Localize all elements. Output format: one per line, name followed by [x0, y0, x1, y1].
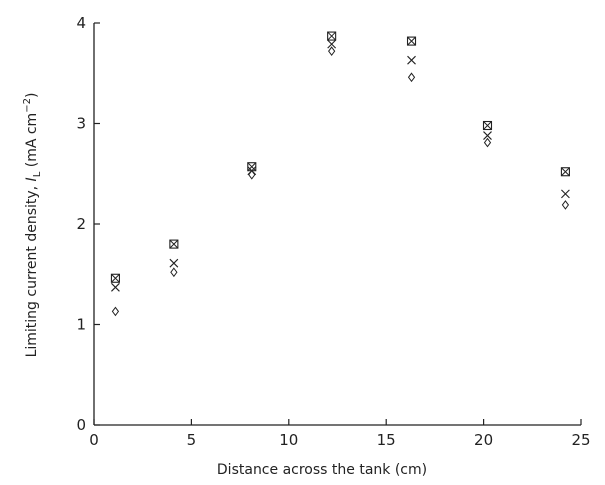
- diamond-point: [170, 267, 178, 278]
- x-tick-label: 25: [571, 431, 590, 449]
- y-axis-label-unit: (mA cm: [24, 113, 40, 172]
- boxed-x-square: [327, 31, 337, 41]
- boxed-x-square: [482, 120, 493, 131]
- diamond-point: [248, 169, 256, 180]
- diamond-point: [483, 137, 492, 148]
- y-axis-label-main: Limiting current density,: [24, 181, 40, 357]
- y-tick-label: 4: [76, 14, 86, 32]
- axes: [93, 23, 581, 426]
- boxed-x-square: [560, 167, 570, 177]
- boxed-x-cross: [169, 239, 179, 249]
- y-axis-label-symbol: I: [24, 177, 40, 181]
- x-axis-label: Distance across the tank (cm): [217, 462, 427, 478]
- boxed-x-square: [110, 273, 120, 283]
- boxed-x-point: [560, 167, 570, 177]
- boxed-x-cross: [483, 121, 492, 130]
- y-tick-label: 0: [76, 416, 86, 434]
- y-axis-label-exponent: −2: [22, 98, 33, 113]
- boxed-x-cross: [561, 167, 570, 177]
- diamond-point: [561, 200, 570, 210]
- diamond-point: [111, 306, 120, 317]
- x-tick-label: 10: [279, 431, 298, 449]
- x-point: [111, 282, 120, 292]
- x-tick-label: 0: [89, 431, 99, 449]
- x-tick-label: 20: [474, 431, 493, 449]
- x-point: [483, 131, 492, 140]
- boxed-x-cross: [247, 162, 257, 172]
- boxed-x-square: [406, 36, 417, 46]
- x-point: [169, 258, 179, 268]
- diamond-point: [407, 72, 416, 83]
- y-ticks: 0 1 2 3 4: [76, 14, 100, 434]
- boxed-x-point: [406, 36, 417, 46]
- boxed-x-point: [482, 120, 493, 131]
- y-tick-label: 1: [76, 316, 86, 334]
- y-axis-label: Limiting current density, IL (mA cm−2): [22, 93, 43, 358]
- x-point: [407, 55, 416, 65]
- boxed-x-cross: [407, 36, 416, 46]
- x-point: [561, 189, 570, 199]
- boxed-x-square: [169, 239, 179, 249]
- data-points: [110, 31, 570, 317]
- y-axis-label-subscript: L: [32, 171, 43, 177]
- x-point: [327, 39, 337, 49]
- boxed-x-point: [169, 239, 179, 249]
- boxed-x-point: [247, 162, 257, 172]
- y-tick-label: 3: [76, 115, 86, 133]
- x-tick-label: 15: [377, 431, 396, 449]
- boxed-x-cross: [111, 273, 120, 283]
- x-tick-label: 5: [187, 431, 197, 449]
- y-axis-label-close: ): [24, 93, 40, 98]
- boxed-x-cross: [327, 31, 337, 41]
- x-ticks: 0 5 10 15 20 25: [89, 419, 591, 449]
- y-tick-label: 2: [76, 215, 86, 233]
- diamond-point: [328, 46, 336, 56]
- boxed-x-point: [327, 31, 337, 41]
- boxed-x-point: [110, 273, 120, 283]
